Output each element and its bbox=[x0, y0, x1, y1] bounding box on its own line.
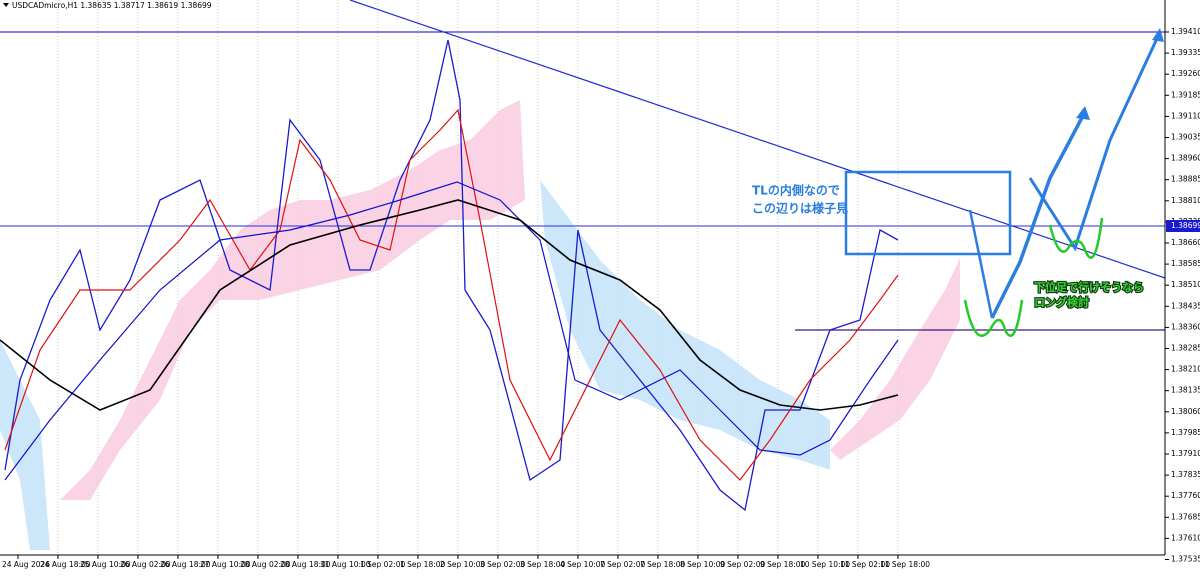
time-label: 10 Sep 10:00 bbox=[800, 560, 850, 569]
price-label: 1.37610 bbox=[1171, 533, 1200, 542]
price-label: 1.37760 bbox=[1171, 491, 1200, 500]
time-label: 9 Sep 02:00 bbox=[720, 560, 766, 569]
price-label: 1.37910 bbox=[1171, 449, 1200, 458]
price-label: 1.38960 bbox=[1171, 154, 1200, 163]
path-sketch bbox=[1048, 217, 1104, 259]
price-label: 1.38285 bbox=[1171, 344, 1200, 353]
time-label: 2 Sep 10:00 bbox=[440, 560, 486, 569]
annotation: 下位足で行けそうなら bbox=[1034, 280, 1144, 294]
ma-slow bbox=[0, 199, 899, 411]
price-label: 1.37535 bbox=[1171, 555, 1200, 564]
cloud-pink bbox=[830, 258, 960, 460]
price-label: 1.38510 bbox=[1171, 280, 1200, 289]
time-label: 3 Sep 02:00 bbox=[480, 560, 526, 569]
time-label: 31 Aug 10:00 bbox=[320, 560, 371, 569]
watch-box bbox=[844, 170, 1012, 256]
time-label: 27 Aug 10:00 bbox=[200, 560, 251, 569]
price-label: 1.39260 bbox=[1171, 69, 1200, 78]
current-price-box bbox=[1166, 220, 1200, 232]
arrowhead bbox=[1076, 106, 1090, 120]
price-label: 1.38885 bbox=[1171, 175, 1200, 184]
cloud-blue bbox=[540, 180, 830, 470]
price-label: 1.38210 bbox=[1171, 365, 1200, 374]
price-label: 1.38660 bbox=[1171, 238, 1200, 247]
price-label: 1.38810 bbox=[1171, 196, 1200, 205]
price-label: 1.39110 bbox=[1171, 111, 1200, 120]
grid bbox=[57, 0, 899, 555]
time-label: 9 Sep 18:00 bbox=[760, 560, 806, 569]
chart-header: USDCADmicro,H1 1.38635 1.38717 1.38619 1… bbox=[12, 1, 212, 10]
time-label: 1 Sep 18:00 bbox=[400, 560, 446, 569]
price-label: 1.37685 bbox=[1171, 512, 1200, 521]
time-label: 24 Aug 2026 bbox=[2, 560, 50, 569]
price-label: 1.38435 bbox=[1171, 301, 1200, 310]
price-label: 1.39185 bbox=[1171, 90, 1200, 99]
annotation: ロング検討 bbox=[1034, 295, 1089, 309]
time-label: 28 Aug 18:00 bbox=[280, 560, 331, 569]
cloud-pink bbox=[60, 100, 525, 500]
time-label: 7 Sep 02:00 bbox=[600, 560, 646, 569]
cloud-blue bbox=[0, 340, 50, 550]
price-label: 1.38360 bbox=[1171, 322, 1200, 331]
price-label: 1.38135 bbox=[1171, 386, 1200, 395]
price-label: 1.38585 bbox=[1171, 259, 1200, 268]
time-label: 7 Sep 18:00 bbox=[640, 560, 686, 569]
time-label: 8 Sep 10:00 bbox=[680, 560, 726, 569]
annotation: TLの内側なので bbox=[752, 183, 840, 198]
time-label: 1 Sep 02:00 bbox=[360, 560, 406, 569]
axes: 1.39410 1.39335 1.39260 1.39185 1.39110 1.390… bbox=[2, 27, 1200, 569]
arrow bbox=[990, 111, 1087, 319]
annotation: この辺りは様子見 bbox=[752, 201, 848, 216]
time-label: 3 Sep 18:00 bbox=[520, 560, 566, 569]
time-label: 25 Aug 10:00 bbox=[80, 560, 131, 569]
price-label: 1.37985 bbox=[1171, 428, 1200, 437]
time-label: 26 Aug 18:00 bbox=[160, 560, 211, 569]
price-label: 1.39335 bbox=[1171, 48, 1200, 57]
ma-fast bbox=[4, 108, 899, 481]
price-label: 1.39035 bbox=[1171, 133, 1200, 142]
time-label: 4 Sep 10:00 bbox=[560, 560, 606, 569]
time-label: 24 Aug 18:00 bbox=[40, 560, 91, 569]
price-label: 1.39410 bbox=[1171, 27, 1200, 36]
arrow bbox=[968, 209, 994, 319]
time-label: 11 Sep 18:00 bbox=[880, 560, 930, 569]
time-label: 28 Aug 02:00 bbox=[240, 560, 291, 569]
time-label: 11 Sep 02:00 bbox=[840, 560, 890, 569]
menu-icon bbox=[3, 3, 9, 7]
arrow bbox=[1028, 31, 1162, 252]
price-label: 1.38060 bbox=[1171, 407, 1200, 416]
time-label: 26 Aug 02:00 bbox=[120, 560, 171, 569]
path-sketch bbox=[963, 299, 1024, 337]
arrowhead bbox=[1152, 28, 1164, 42]
current-price-label: 1.38699 bbox=[1171, 221, 1200, 230]
price-label: 1.37835 bbox=[1171, 470, 1200, 479]
